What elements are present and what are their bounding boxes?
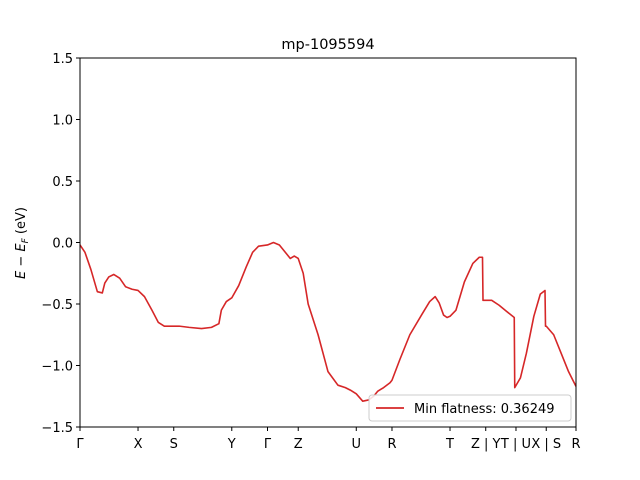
y-tick-label: −0.5 xyxy=(41,298,73,313)
y-tick-label: 0.5 xyxy=(52,175,73,190)
series-line-0 xyxy=(79,241,577,402)
x-tick-label: Γ xyxy=(264,437,272,452)
y-tick-label: −1.5 xyxy=(41,421,73,436)
x-tick-label: Y xyxy=(227,437,236,452)
y-tick-label: −1.0 xyxy=(41,360,73,375)
x-tick-label: S xyxy=(170,437,178,452)
series-layer xyxy=(79,241,577,402)
y-axis-label-unit: (eV) xyxy=(14,207,29,238)
x-tick-label: X | S xyxy=(531,437,561,452)
y-tick-label: 1.5 xyxy=(52,52,73,67)
y-axis-label-sub: F xyxy=(21,237,31,243)
x-tick-label: U xyxy=(352,437,362,452)
x-tick-label: R xyxy=(387,437,396,452)
chart-title: mp-1095594 xyxy=(281,37,374,53)
y-tick-label: 1.0 xyxy=(52,114,73,129)
x-tick-label: T xyxy=(445,437,454,452)
x-tick-label: X xyxy=(134,437,143,452)
x-tick-label: R xyxy=(571,437,580,452)
x-tick-label: Γ xyxy=(76,437,84,452)
legend-box xyxy=(368,394,572,422)
x-tick-label: Z xyxy=(294,437,303,452)
y-axis-label: E − EF (eV) xyxy=(14,207,31,279)
legend-label: Min flatness: 0.36249 xyxy=(414,402,555,417)
y-axis-ticks: −1.5 −1.0 −0.5 0.0 0.5 1.0 1.5 xyxy=(41,52,80,436)
y-tick-label: 0.0 xyxy=(52,237,73,252)
legend: Min flatness: 0.36249 xyxy=(368,394,572,422)
plot-frame xyxy=(79,57,577,428)
y-axis-label-main: E − E xyxy=(14,243,29,279)
x-tick-label: T | U xyxy=(500,437,531,452)
x-tick-label: Z | Y xyxy=(471,437,501,452)
